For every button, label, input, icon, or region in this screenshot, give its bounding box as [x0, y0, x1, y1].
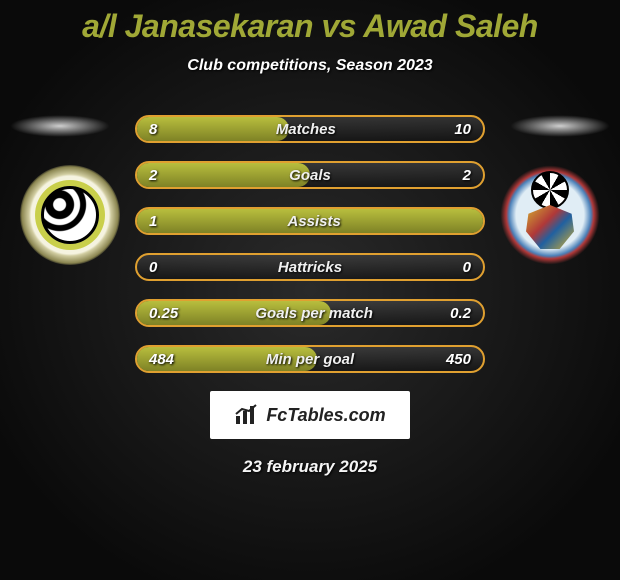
stat-row: 0Hattricks0 — [135, 253, 485, 281]
subtitle: Club competitions, Season 2023 — [0, 57, 620, 75]
player-silhouette-right — [510, 115, 610, 137]
stat-row: 0.25Goals per match0.2 — [135, 299, 485, 327]
page-title: a/l Janasekaran vs Awad Saleh — [0, 0, 620, 45]
player-silhouette-left — [10, 115, 110, 137]
stat-label: Goals per match — [178, 305, 450, 322]
stat-row: 484Min per goal450 — [135, 345, 485, 373]
club-crest-right — [500, 165, 600, 265]
stat-row: 8Matches10 — [135, 115, 485, 143]
brand-badge[interactable]: FcTables.com — [210, 391, 410, 439]
stat-left-value: 2 — [149, 167, 157, 184]
brand-chart-icon — [234, 404, 262, 426]
stat-right-value: 0 — [463, 259, 471, 276]
club-crest-left — [20, 165, 120, 265]
stats-list: 8Matches102Goals21Assists0Hattricks00.25… — [135, 115, 485, 373]
stat-right-value: 2 — [463, 167, 471, 184]
date-text: 23 february 2025 — [0, 457, 620, 477]
stat-right-value: 450 — [446, 351, 471, 368]
stat-label: Matches — [157, 121, 454, 138]
stat-row: 1Assists — [135, 207, 485, 235]
comparison-panel: 8Matches102Goals21Assists0Hattricks00.25… — [0, 115, 620, 477]
brand-text: FcTables.com — [266, 405, 385, 426]
stat-label: Hattricks — [157, 259, 462, 276]
stat-label: Goals — [157, 167, 462, 184]
stat-label: Assists — [157, 213, 471, 230]
stat-label: Min per goal — [174, 351, 446, 368]
stat-right-value: 10 — [454, 121, 471, 138]
stat-left-value: 8 — [149, 121, 157, 138]
stat-left-value: 0 — [149, 259, 157, 276]
stat-left-value: 1 — [149, 213, 157, 230]
stat-right-value: 0.2 — [450, 305, 471, 322]
stat-left-value: 0.25 — [149, 305, 178, 322]
stat-left-value: 484 — [149, 351, 174, 368]
stat-row: 2Goals2 — [135, 161, 485, 189]
